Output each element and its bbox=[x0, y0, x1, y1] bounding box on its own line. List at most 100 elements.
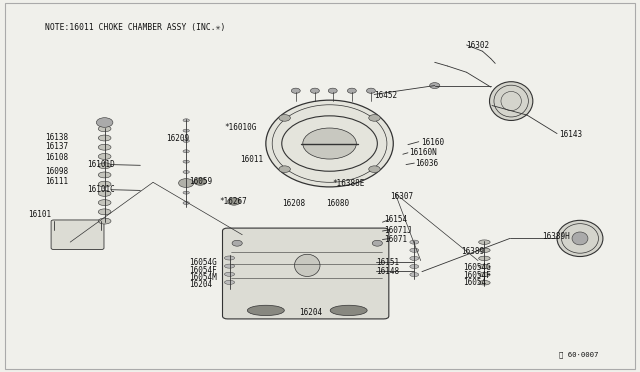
Ellipse shape bbox=[479, 256, 490, 260]
Text: 16138: 16138 bbox=[45, 133, 68, 142]
Ellipse shape bbox=[557, 220, 603, 257]
Text: *16388E: *16388E bbox=[333, 179, 365, 187]
Ellipse shape bbox=[99, 181, 111, 187]
Text: 16389H: 16389H bbox=[541, 232, 570, 241]
Ellipse shape bbox=[183, 202, 189, 205]
Circle shape bbox=[232, 240, 243, 246]
Ellipse shape bbox=[99, 135, 111, 141]
Ellipse shape bbox=[183, 129, 189, 132]
Ellipse shape bbox=[410, 248, 419, 252]
Text: 16080: 16080 bbox=[326, 199, 349, 208]
Circle shape bbox=[279, 115, 291, 121]
Circle shape bbox=[369, 115, 380, 121]
Ellipse shape bbox=[225, 272, 235, 276]
Circle shape bbox=[369, 166, 380, 173]
Text: 16059: 16059 bbox=[189, 177, 212, 186]
Text: 16054F: 16054F bbox=[463, 271, 491, 280]
FancyBboxPatch shape bbox=[223, 228, 389, 319]
Circle shape bbox=[367, 88, 376, 93]
Text: 16137: 16137 bbox=[45, 142, 68, 151]
Text: 16154: 16154 bbox=[384, 215, 407, 224]
Circle shape bbox=[97, 118, 113, 127]
Circle shape bbox=[179, 179, 194, 187]
Ellipse shape bbox=[410, 240, 419, 244]
Circle shape bbox=[303, 128, 356, 159]
Circle shape bbox=[372, 240, 383, 246]
Ellipse shape bbox=[183, 181, 189, 184]
Ellipse shape bbox=[99, 126, 111, 132]
Ellipse shape bbox=[479, 280, 490, 285]
Text: 16036: 16036 bbox=[415, 158, 438, 168]
Circle shape bbox=[279, 166, 291, 173]
Ellipse shape bbox=[330, 305, 367, 315]
Text: ‸ 60·0007: ‸ 60·0007 bbox=[559, 352, 598, 358]
Ellipse shape bbox=[410, 256, 419, 260]
Ellipse shape bbox=[183, 191, 189, 194]
Text: 16204: 16204 bbox=[300, 308, 323, 317]
Circle shape bbox=[429, 83, 440, 89]
Text: NOTE:16011 CHOKE CHAMBER ASSY (INC.✳): NOTE:16011 CHOKE CHAMBER ASSY (INC.✳) bbox=[45, 23, 225, 32]
Ellipse shape bbox=[294, 254, 320, 276]
Ellipse shape bbox=[99, 200, 111, 206]
Ellipse shape bbox=[99, 154, 111, 160]
Text: 16054G: 16054G bbox=[463, 263, 491, 272]
Text: 16160: 16160 bbox=[420, 138, 444, 147]
Ellipse shape bbox=[225, 280, 235, 285]
Text: 16054G: 16054G bbox=[189, 258, 217, 267]
Ellipse shape bbox=[183, 170, 189, 173]
Ellipse shape bbox=[410, 264, 419, 269]
Ellipse shape bbox=[183, 150, 189, 153]
Ellipse shape bbox=[183, 119, 189, 122]
Text: 16054M: 16054M bbox=[189, 273, 217, 282]
Ellipse shape bbox=[99, 190, 111, 196]
Text: *16267: *16267 bbox=[220, 197, 247, 206]
Ellipse shape bbox=[99, 218, 111, 224]
Text: 16160N: 16160N bbox=[409, 148, 437, 157]
Ellipse shape bbox=[183, 160, 189, 163]
Text: 16151: 16151 bbox=[376, 258, 399, 267]
Circle shape bbox=[328, 88, 337, 93]
Text: 16143: 16143 bbox=[559, 130, 582, 139]
Text: 16071J: 16071J bbox=[384, 226, 412, 235]
Ellipse shape bbox=[183, 140, 189, 142]
Text: 16209: 16209 bbox=[166, 134, 189, 143]
Text: 16108: 16108 bbox=[45, 153, 68, 162]
Text: 16389: 16389 bbox=[461, 247, 484, 256]
Ellipse shape bbox=[99, 144, 111, 150]
Ellipse shape bbox=[266, 100, 394, 187]
Text: 16302: 16302 bbox=[467, 41, 490, 50]
Circle shape bbox=[291, 88, 300, 93]
Text: 16101: 16101 bbox=[28, 210, 51, 219]
Ellipse shape bbox=[479, 240, 490, 244]
Text: 16101D: 16101D bbox=[88, 160, 115, 169]
Ellipse shape bbox=[225, 264, 235, 268]
Text: 16204: 16204 bbox=[189, 280, 212, 289]
Text: 16054: 16054 bbox=[463, 278, 486, 287]
Text: 16208: 16208 bbox=[282, 199, 305, 208]
Circle shape bbox=[228, 198, 241, 205]
FancyBboxPatch shape bbox=[51, 220, 104, 250]
Ellipse shape bbox=[479, 272, 490, 277]
Ellipse shape bbox=[410, 273, 419, 277]
Circle shape bbox=[194, 178, 207, 185]
Ellipse shape bbox=[479, 264, 490, 269]
Ellipse shape bbox=[99, 209, 111, 215]
Circle shape bbox=[310, 88, 319, 93]
Text: *16010G: *16010G bbox=[225, 123, 257, 132]
Text: 16098: 16098 bbox=[45, 167, 68, 176]
Ellipse shape bbox=[99, 163, 111, 169]
Ellipse shape bbox=[572, 232, 588, 245]
Ellipse shape bbox=[490, 82, 533, 121]
Ellipse shape bbox=[479, 248, 490, 253]
Text: 16101C: 16101C bbox=[88, 185, 115, 194]
Circle shape bbox=[348, 88, 356, 93]
Ellipse shape bbox=[247, 305, 284, 315]
Text: 16148: 16148 bbox=[376, 267, 399, 276]
Text: 16054F: 16054F bbox=[189, 266, 217, 275]
Text: 16111: 16111 bbox=[45, 177, 68, 186]
Text: 16452: 16452 bbox=[374, 91, 397, 100]
Text: 16307: 16307 bbox=[390, 192, 413, 201]
Ellipse shape bbox=[99, 172, 111, 178]
Text: 16011: 16011 bbox=[241, 155, 264, 164]
Text: 16071: 16071 bbox=[384, 235, 407, 244]
